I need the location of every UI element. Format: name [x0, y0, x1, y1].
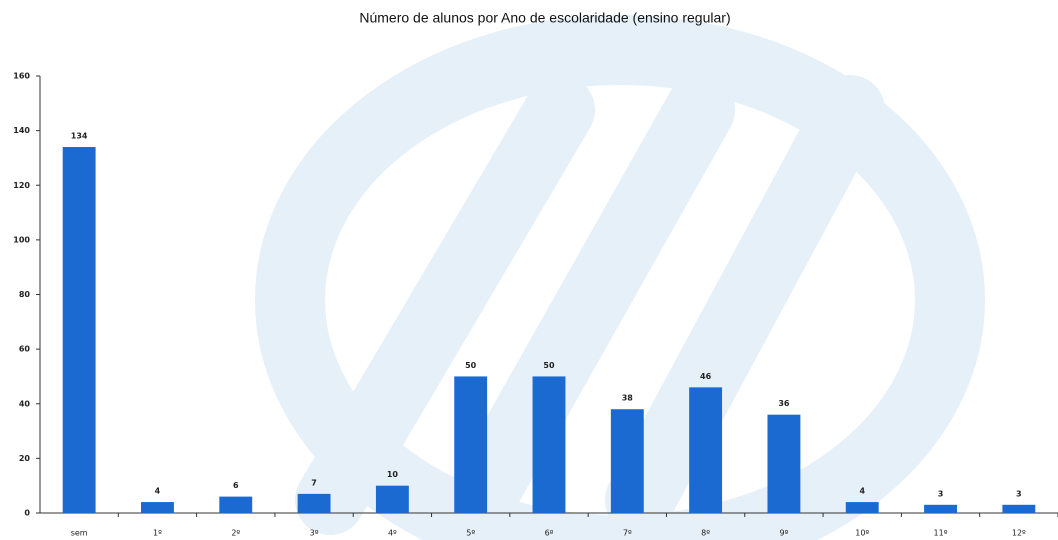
data-label: 50 — [543, 361, 555, 370]
bar — [924, 504, 957, 513]
x-tick-label: 1º — [153, 529, 162, 538]
bar — [219, 496, 253, 513]
bar — [532, 376, 566, 513]
bar — [454, 376, 488, 513]
y-tick-label: 60 — [19, 345, 31, 354]
y-tick-label: 120 — [13, 181, 30, 190]
chart-title: Número de alunos por Ano de escolaridade… — [359, 10, 730, 26]
x-tick-label: 5º — [466, 529, 475, 538]
data-label: 4 — [155, 487, 161, 496]
data-label: 7 — [311, 478, 317, 487]
data-label: 36 — [778, 399, 790, 408]
data-label: 3 — [1016, 489, 1022, 498]
x-tick-label: 2º — [231, 529, 240, 538]
bar — [297, 493, 331, 513]
data-label: 10 — [387, 470, 399, 479]
bar — [375, 485, 409, 513]
bar — [62, 147, 96, 513]
x-tick-label: sem — [71, 529, 88, 538]
y-tick-label: 80 — [19, 290, 31, 299]
y-tick-label: 0 — [24, 509, 30, 518]
bar — [141, 502, 174, 513]
x-tick-label: 7º — [623, 529, 632, 538]
x-tick-label: 6º — [545, 529, 554, 538]
y-tick-label: 100 — [13, 235, 30, 244]
bar — [689, 387, 723, 513]
y-tick-label: 140 — [13, 126, 30, 135]
bar — [1002, 504, 1036, 513]
x-tick-label: 12º — [1012, 529, 1026, 538]
bar — [610, 409, 644, 513]
x-tick-label: 11º — [934, 529, 948, 538]
y-tick-label: 40 — [19, 399, 31, 408]
y-tick-label: 160 — [13, 72, 30, 81]
data-label: 38 — [622, 394, 634, 403]
data-label: 50 — [465, 361, 477, 370]
x-tick-label: 3º — [310, 529, 319, 538]
watermark — [255, 15, 985, 540]
data-label: 46 — [700, 372, 712, 381]
bar — [767, 414, 801, 513]
data-label: 6 — [233, 481, 239, 490]
data-label: 134 — [71, 132, 88, 141]
data-label: 3 — [938, 489, 944, 498]
x-tick-label: 9º — [779, 529, 788, 538]
data-label: 4 — [859, 487, 865, 496]
x-tick-label: 8º — [701, 529, 710, 538]
y-tick-label: 20 — [19, 454, 31, 463]
x-tick-label: 4º — [388, 529, 397, 538]
bar — [845, 502, 879, 513]
x-tick-label: 10º — [855, 529, 869, 538]
